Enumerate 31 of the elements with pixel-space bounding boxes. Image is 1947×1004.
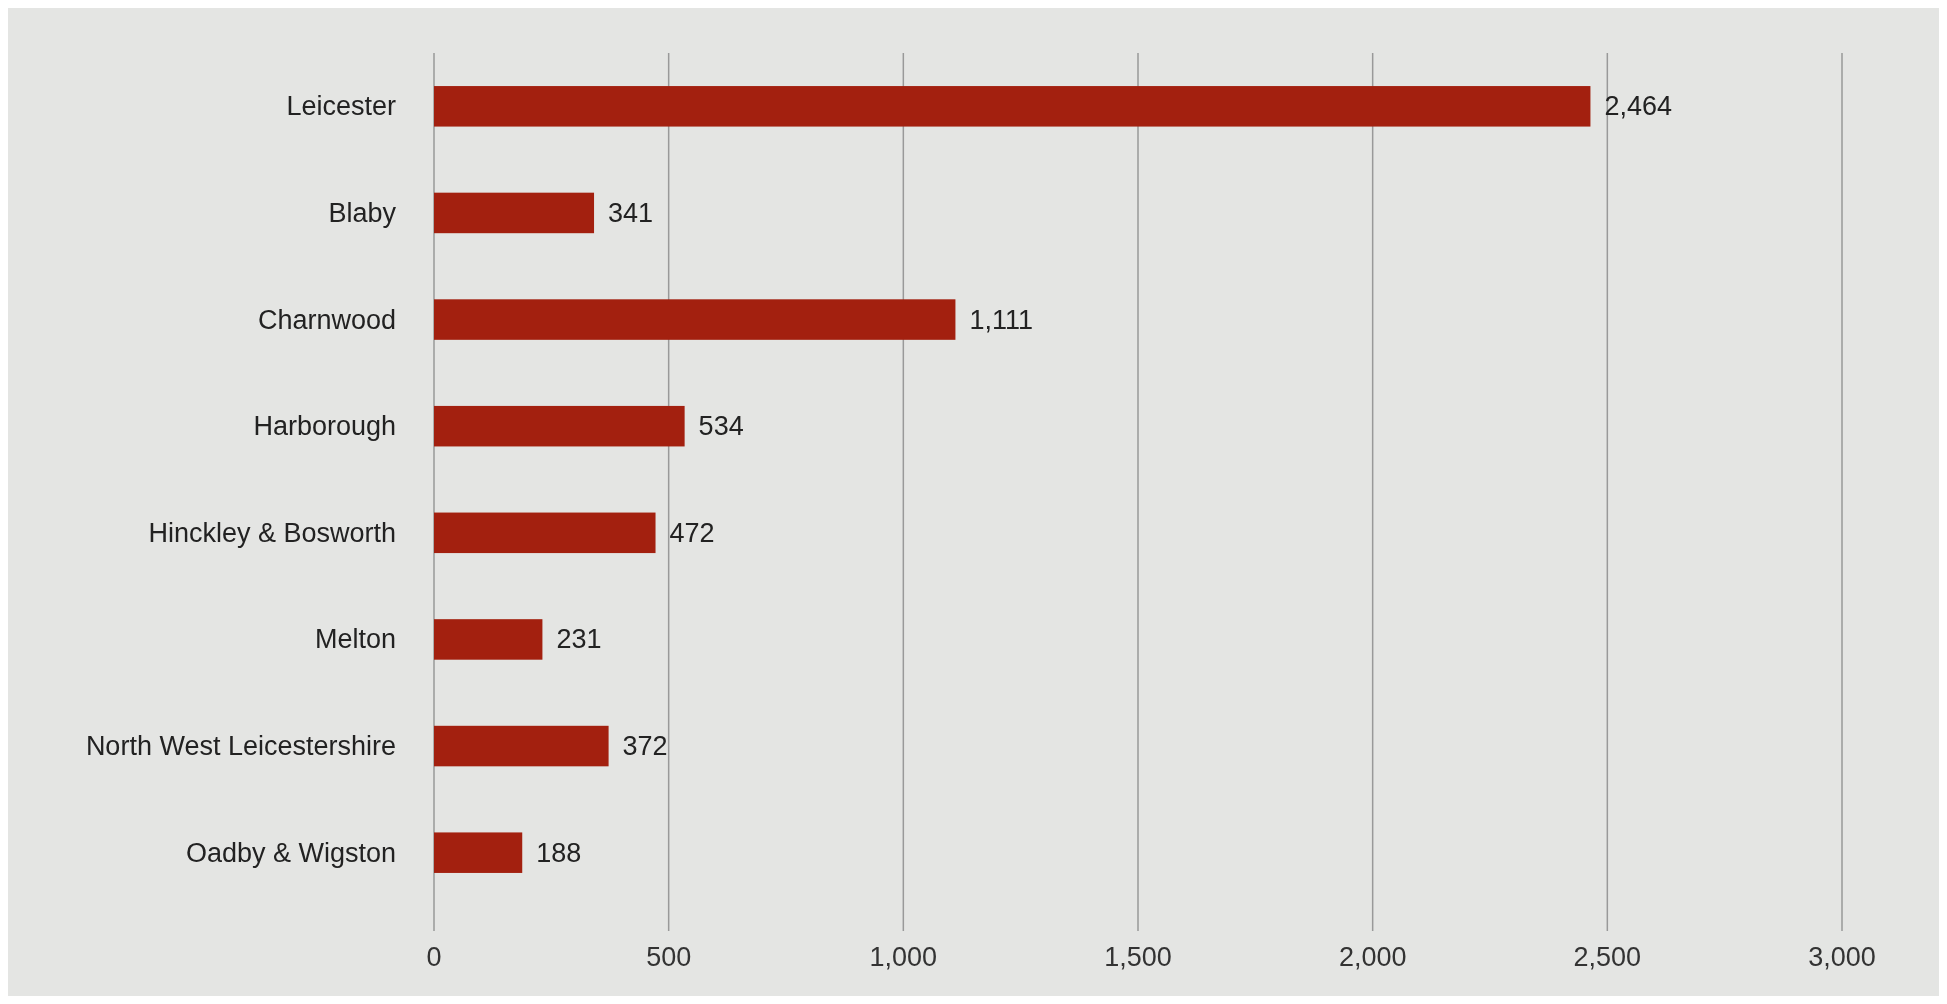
bar bbox=[434, 405, 685, 447]
x-tick-label: 1,500 bbox=[1104, 942, 1172, 972]
x-tick-label: 500 bbox=[646, 942, 692, 972]
data-label: 472 bbox=[669, 517, 715, 548]
bar bbox=[434, 512, 656, 554]
x-tick-label: 1,000 bbox=[869, 942, 938, 972]
y-tick-label: Hinckley & Bosworth bbox=[148, 517, 396, 548]
y-tick-label: North West Leicestershire bbox=[85, 731, 396, 762]
data-label: 231 bbox=[556, 624, 602, 655]
y-tick-label: Leicester bbox=[286, 91, 396, 122]
data-label: 341 bbox=[608, 197, 654, 228]
data-label: 372 bbox=[622, 731, 668, 762]
bar bbox=[434, 832, 523, 873]
data-label: 1,111 bbox=[969, 304, 1033, 335]
bar bbox=[434, 619, 543, 660]
bar bbox=[434, 299, 956, 340]
bar bbox=[434, 86, 1591, 127]
x-tick-label: 0 bbox=[426, 942, 442, 972]
x-tick-label: 2,500 bbox=[1573, 942, 1642, 972]
y-tick-label: Blaby bbox=[328, 197, 397, 228]
y-tick-label: Melton bbox=[314, 624, 396, 655]
y-tick-label: Charnwood bbox=[257, 304, 396, 335]
x-tick-label: 3,000 bbox=[1808, 942, 1876, 972]
data-label: 2,464 bbox=[1604, 91, 1673, 122]
bar bbox=[434, 192, 595, 234]
x-tick-label: 2,000 bbox=[1338, 942, 1407, 972]
y-tick-label: Harborough bbox=[253, 411, 396, 442]
data-label: 188 bbox=[536, 837, 582, 868]
y-tick-label: Oadby & Wigston bbox=[185, 837, 396, 868]
data-label: 534 bbox=[698, 411, 744, 442]
bar bbox=[434, 725, 609, 767]
